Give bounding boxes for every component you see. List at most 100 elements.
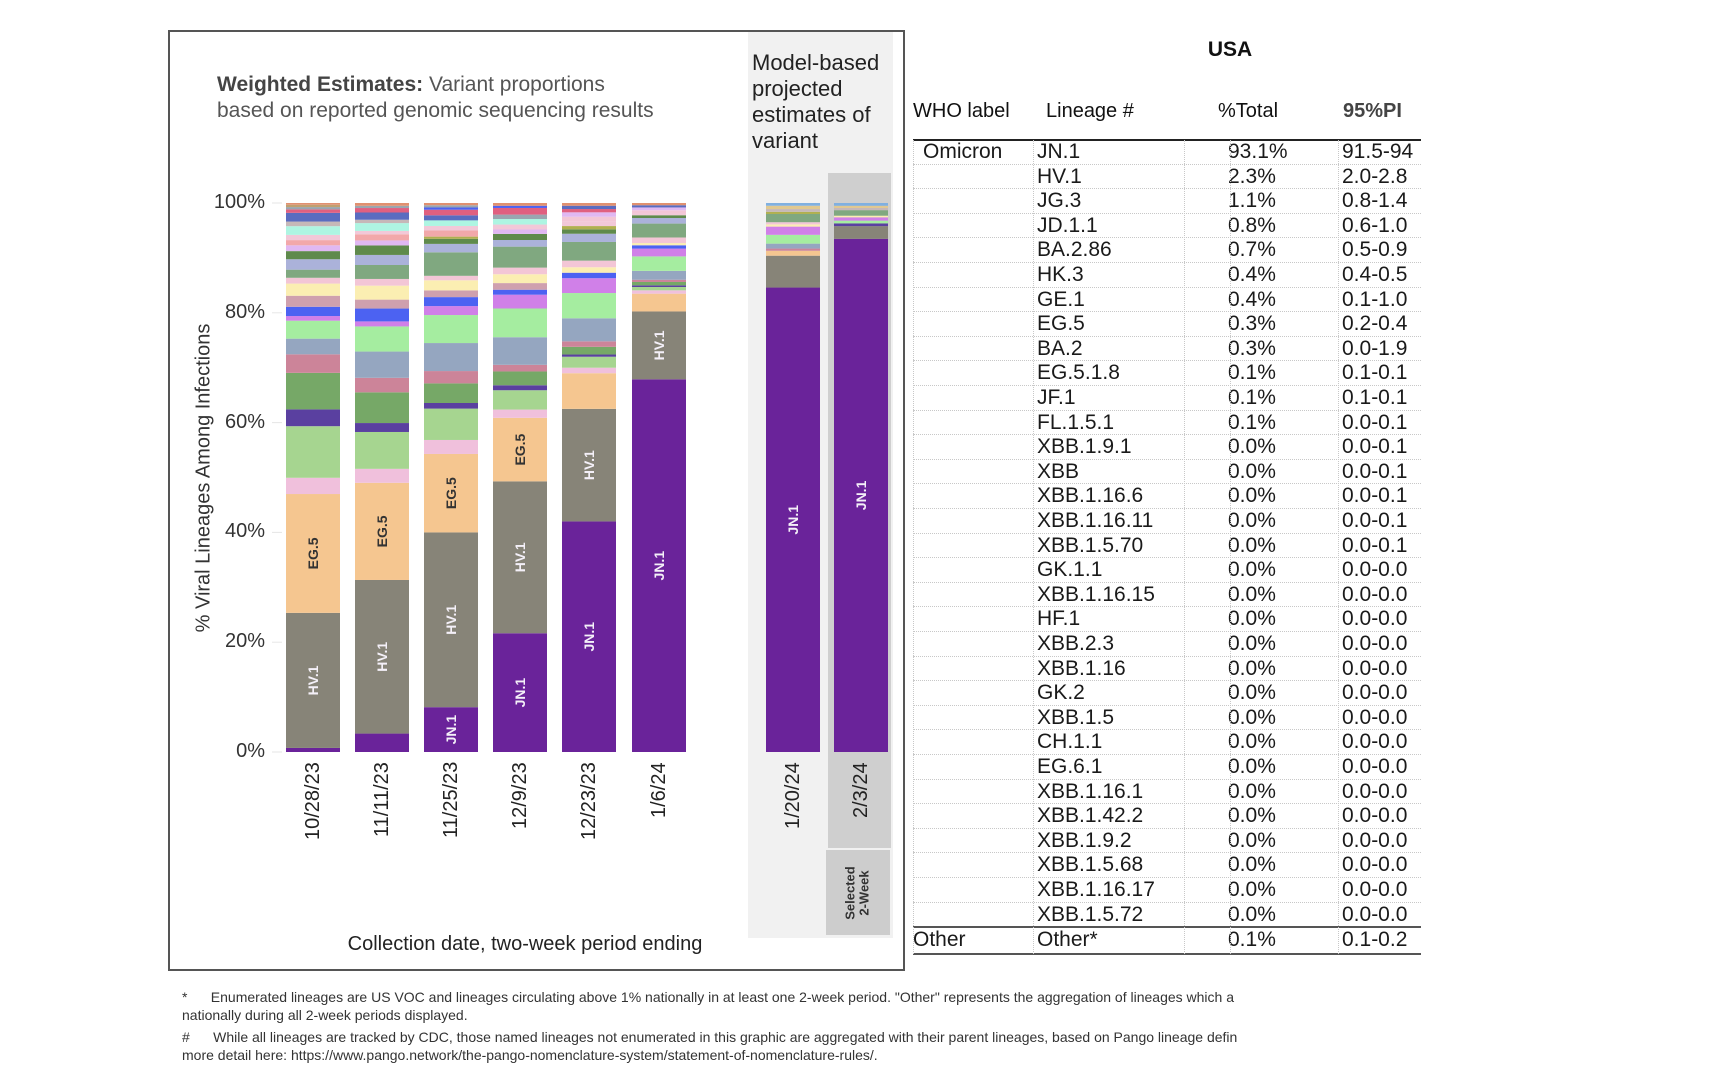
bar-segment <box>355 321 409 327</box>
bar-segment <box>562 341 616 347</box>
cell-who <box>923 558 1033 582</box>
chart-title-rest: Variant proportions based on reported ge… <box>217 73 654 122</box>
cell-who <box>923 853 1033 877</box>
bar-segment <box>424 290 478 298</box>
bar-segment <box>355 230 409 235</box>
table-row: CH.1.1 0.0% 0.0-0.0 <box>913 730 1421 755</box>
bar-segment <box>834 207 888 211</box>
bar-segment <box>562 260 616 268</box>
cell-lineage: BA.2 <box>1037 336 1083 360</box>
bar-segment <box>424 238 478 244</box>
cell-pi: 0.0-0.0 <box>1342 632 1408 655</box>
segment-label: EG.5 <box>443 477 459 509</box>
bar-segment <box>286 212 340 222</box>
bar-segment <box>355 245 409 255</box>
bar-segment <box>286 320 340 339</box>
cell-lineage: XBB.2.3 <box>1037 632 1115 655</box>
bar-segment <box>493 224 547 230</box>
bar-segment <box>355 234 409 241</box>
segment-label: JN.1 <box>853 480 869 510</box>
bar-segment <box>562 226 616 230</box>
cell-lineage: XBB.1.5.72 <box>1037 902 1144 926</box>
bar-segment <box>424 315 478 344</box>
table-row: XBB.1.9.2 0.0% 0.0-0.0 <box>913 829 1421 854</box>
cell-who <box>923 484 1033 508</box>
segment-label: HV.1 <box>581 450 597 480</box>
table-column-divider <box>1033 140 1034 954</box>
cell-pi: 0.1-0.1 <box>1342 386 1408 409</box>
bar-segment <box>632 285 686 287</box>
bar-segment <box>286 338 340 355</box>
bar-segment <box>493 229 547 234</box>
cell-total: 2.3% <box>1228 164 1276 188</box>
segment-label: HV.1 <box>305 665 321 695</box>
bar-segment <box>562 212 616 217</box>
y-tick-label: 60% <box>224 410 265 433</box>
bar-segment <box>424 207 478 210</box>
cell-total: 0.0% <box>1228 582 1276 606</box>
segment-label: JN.1 <box>651 551 667 581</box>
cell-lineage: HV.1 <box>1037 164 1082 188</box>
cell-pi: 91.5-94 <box>1342 140 1414 163</box>
table-row: XBB.1.16.1 0.0% 0.0-0.0 <box>913 780 1421 805</box>
bar-segment <box>424 306 478 316</box>
cell-pi: 0.0-0.0 <box>1342 755 1408 778</box>
bar-segment <box>424 236 478 239</box>
bar-segment <box>562 272 616 279</box>
table-row-other: Other Other* 0.1% 0.1-0.2 <box>913 928 1421 953</box>
cell-who <box>923 780 1033 804</box>
bar-segment-hv-1 <box>424 532 478 708</box>
bar-segment <box>424 203 478 206</box>
bar-segment <box>424 215 478 221</box>
cell-who <box>923 411 1033 435</box>
cell-pi: 0.0-0.0 <box>1342 853 1408 877</box>
cell-pi: 0.1-1.0 <box>1342 287 1408 311</box>
cell-total: 0.1% <box>1228 361 1276 385</box>
table-row: XBB.1.9.1 0.0% 0.0-0.1 <box>913 435 1421 460</box>
cell-pi: 0.0-0.0 <box>1342 730 1408 754</box>
cell-lineage: EG.5.1.8 <box>1037 361 1120 385</box>
bar-segment <box>493 337 547 365</box>
cell-total: 0.4% <box>1228 287 1276 311</box>
bar-segment <box>834 217 888 221</box>
table-row: EG.6.1 0.0% 0.0-0.0 <box>913 755 1421 780</box>
bar-segment <box>355 392 409 424</box>
bar-segment <box>493 289 547 295</box>
cell-lineage: HF.1 <box>1037 607 1081 631</box>
cell-lineage: JF.1 <box>1037 386 1076 409</box>
cell-lineage: GK.1.1 <box>1037 558 1103 582</box>
bar-segment-hv-1 <box>834 226 888 239</box>
bar-segment <box>286 372 340 410</box>
bar-segment <box>834 210 888 216</box>
table-row: HV.1 2.3% 2.0-2.8 <box>913 165 1421 190</box>
bar-segment <box>355 308 409 322</box>
bar-segment <box>424 230 478 237</box>
chart-title: Weighted Estimates: Variant proportions … <box>217 72 657 124</box>
cell-who <box>923 681 1033 705</box>
bar-segment <box>355 223 409 231</box>
cell-who <box>923 632 1033 656</box>
bar-segment <box>286 316 340 321</box>
cell-total: 0.0% <box>1228 484 1276 508</box>
cell-total: 0.1% <box>1228 386 1276 409</box>
segment-label: JN.1 <box>785 505 801 535</box>
bar-segment <box>355 208 409 213</box>
bar-segment <box>632 279 686 282</box>
cell-who <box>923 263 1033 287</box>
cell-total: 0.0% <box>1228 902 1276 926</box>
cell-who <box>923 460 1033 484</box>
cell-pi: 0.0-0.0 <box>1342 828 1408 852</box>
cell-total: 0.3% <box>1228 312 1276 336</box>
bar-segment <box>286 277 340 284</box>
bar-segment <box>286 283 340 296</box>
bar-segment <box>562 241 616 261</box>
bar-segment <box>766 234 820 244</box>
table-row: JD.1.1 0.8% 0.6-1.0 <box>913 214 1421 239</box>
bar-segment <box>493 274 547 284</box>
y-tick-label: 100% <box>213 191 265 213</box>
bar-segment <box>424 275 478 281</box>
cell-total: 93.1% <box>1228 140 1288 163</box>
bar-segment <box>834 223 888 227</box>
bar-segment-jn-1 <box>834 238 888 752</box>
cell-who <box>923 214 1033 238</box>
